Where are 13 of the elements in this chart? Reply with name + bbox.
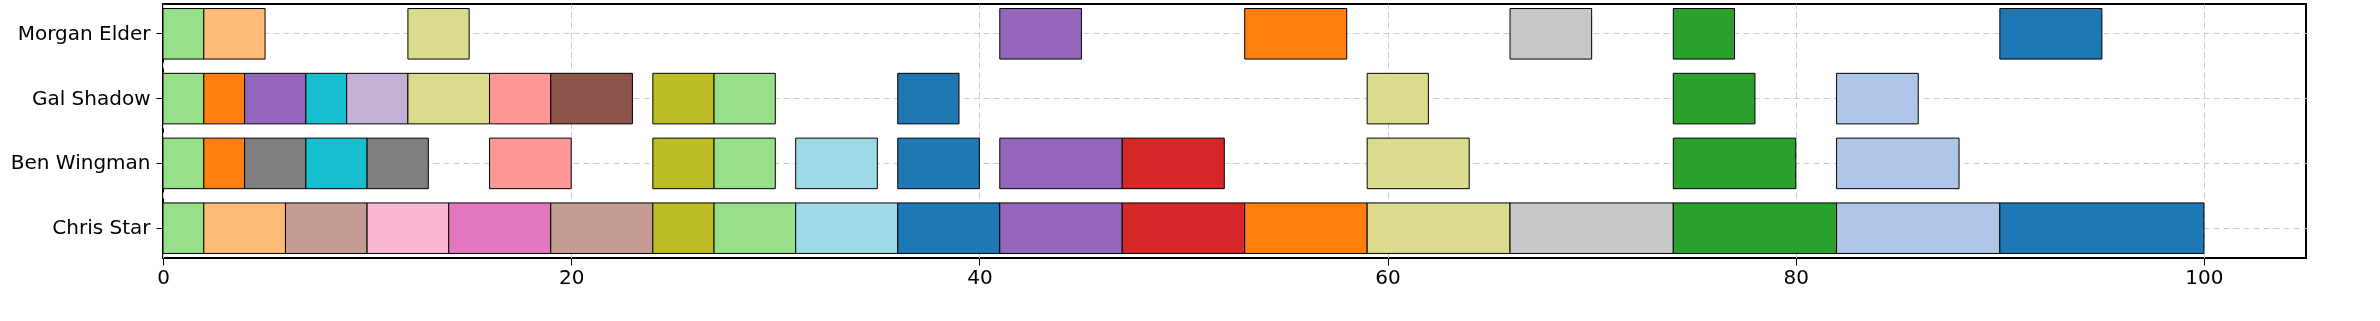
x-tick-label: 60 xyxy=(1375,264,1401,289)
bar xyxy=(897,137,980,190)
y-tick-label: Gal Shadow xyxy=(31,85,151,110)
y-tick-label: Chris Star xyxy=(52,215,152,240)
x-tick-label: 80 xyxy=(1783,264,1809,289)
y-tick-label: Ben Wingman xyxy=(10,150,151,175)
x-tick-label: 20 xyxy=(558,264,585,289)
y-tick-label: Morgan Elder xyxy=(17,20,152,45)
bar xyxy=(795,137,878,190)
bar xyxy=(489,137,572,190)
x-tick-label: 100 xyxy=(2185,264,2224,289)
x-tick-label: 40 xyxy=(967,264,993,289)
x-tick-label: 0 xyxy=(157,264,170,289)
